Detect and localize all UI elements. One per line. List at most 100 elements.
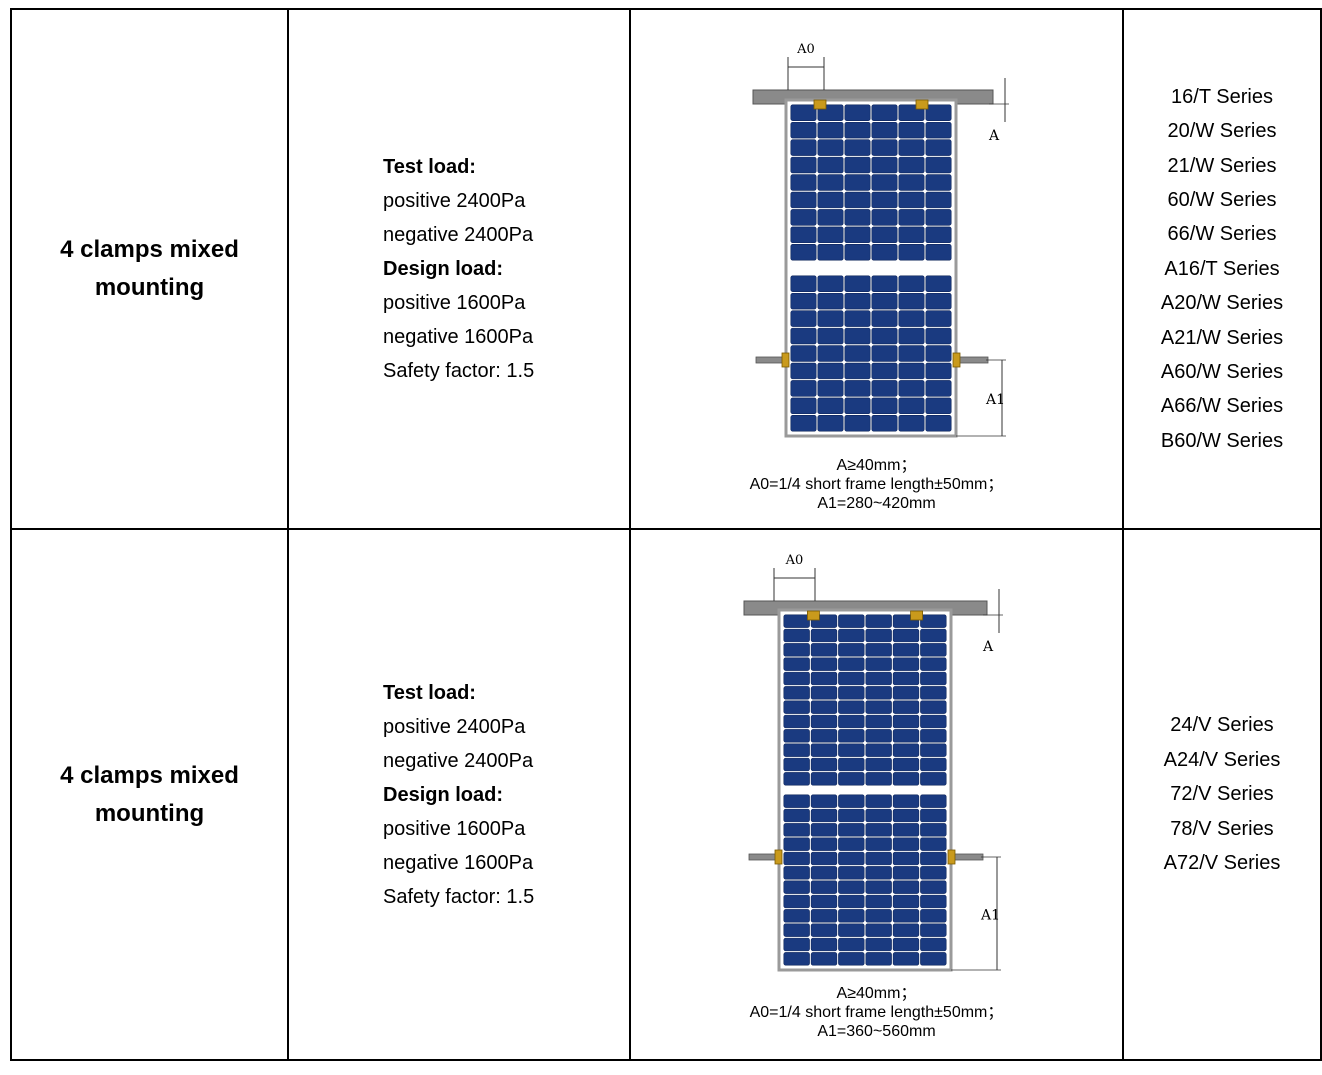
solar-cell [790, 310, 817, 327]
solar-cell [817, 121, 844, 139]
table-row: 4 clamps mixed mounting Test load: posit… [10, 8, 1322, 530]
solar-cell [871, 226, 898, 244]
solar-cell [920, 837, 947, 851]
load-cell: Test load: positive 2400Pa negative 2400… [287, 8, 631, 530]
solar-cell [838, 729, 865, 743]
series-list: 24/V Series A24/V Series 72/V Series 78/V S… [1124, 708, 1320, 880]
solar-cell [790, 397, 817, 415]
dimension-notes: A≥40mm； A0=1/4 short frame length±50mm； … [631, 984, 1122, 1041]
solar-cell [844, 327, 871, 345]
solar-cell [810, 866, 838, 880]
solar-cell [892, 851, 920, 866]
load-cell: Test load: positive 2400Pa negative 2400… [287, 528, 631, 1061]
series-item: 60/W Series [1167, 188, 1277, 211]
solar-cell [810, 657, 838, 671]
solar-cell [920, 923, 947, 937]
solar-cell [810, 937, 838, 952]
solar-cell [892, 686, 920, 700]
solar-cell [817, 415, 844, 432]
solar-cell [838, 743, 865, 757]
solar-cell [838, 794, 865, 808]
mounting-spec-table: 4 clamps mixed mounting Test load: posit… [10, 8, 1322, 1061]
solar-cell [844, 415, 871, 432]
solar-cell [838, 757, 865, 772]
series-item: A72/V Series [1163, 852, 1281, 875]
solar-cell [817, 244, 844, 261]
solar-cell [783, 794, 810, 808]
solar-cell [783, 880, 810, 894]
load-specs: Test load: positive 2400Pa negative 2400… [289, 150, 629, 388]
panel-frame [784, 98, 958, 438]
solar-cell [790, 244, 817, 261]
solar-cell [865, 729, 892, 743]
solar-cell [865, 837, 892, 851]
solar-cell [790, 174, 817, 191]
dimension-a0: A0=1/4 short frame length±50mm； [749, 476, 1004, 493]
solar-cell [817, 226, 844, 244]
solar-cell [817, 139, 844, 156]
solar-cell [925, 121, 952, 139]
solar-cell [898, 292, 925, 310]
solar-cell [871, 209, 898, 226]
a0-label: A0 [796, 42, 815, 57]
solar-cell [810, 628, 838, 643]
solar-cell [865, 866, 892, 880]
solar-cell [925, 310, 952, 327]
dimension-a1: A1=280~420mm [817, 495, 936, 512]
safety-factor: Safety factor: 1.5 [383, 360, 535, 382]
solar-cell [783, 714, 810, 729]
solar-cell [838, 937, 865, 952]
safety-factor: Safety factor: 1.5 [383, 885, 535, 908]
solar-cell [810, 714, 838, 729]
solar-cell [817, 397, 844, 415]
solar-cell [892, 643, 920, 657]
solar-cell [783, 686, 810, 700]
solar-cell [783, 628, 810, 643]
solar-cell [810, 643, 838, 657]
solar-cell [925, 156, 952, 174]
solar-cell [898, 415, 925, 432]
solar-cell [844, 397, 871, 415]
design-load-label: Design load: [383, 258, 504, 280]
solar-cell [810, 808, 838, 823]
solar-cell [892, 794, 920, 808]
clamp-icon [947, 849, 956, 865]
series-item: A66/W Series [1160, 395, 1284, 418]
a1-label: A1 [985, 392, 1005, 408]
solar-cell [925, 292, 952, 310]
solar-cell [892, 823, 920, 837]
test-load-label: Test load: [383, 156, 476, 178]
solar-cell [844, 226, 871, 244]
design-load-negative: negative 1600Pa [383, 326, 534, 348]
table-row: 4 clamps mixed mounting Test load: posit… [10, 528, 1322, 1061]
solar-cell [898, 362, 925, 380]
solar-cell [920, 909, 947, 923]
solar-cell [898, 156, 925, 174]
side-rail-right [955, 356, 989, 364]
solar-cell [898, 121, 925, 139]
solar-cell [925, 327, 952, 345]
solar-cell [920, 894, 947, 909]
solar-cell [871, 362, 898, 380]
solar-cell [844, 380, 871, 397]
solar-cell [817, 275, 844, 292]
solar-cell [783, 808, 810, 823]
solar-cell [920, 823, 947, 837]
solar-cell [920, 729, 947, 743]
solar-cell [817, 362, 844, 380]
test-load-positive: positive 2400Pa [383, 715, 526, 738]
solar-cell [810, 794, 838, 808]
solar-cell [871, 397, 898, 415]
series-item: A21/W Series [1160, 326, 1284, 349]
design-load-label: Design load: [383, 783, 504, 806]
solar-cell [838, 700, 865, 714]
clamp-icon [813, 99, 827, 110]
solar-cell [838, 643, 865, 657]
solar-cell [925, 104, 952, 121]
solar-cell [810, 729, 838, 743]
design-load-negative: negative 1600Pa [383, 851, 534, 874]
solar-cell [844, 209, 871, 226]
solar-cell [810, 823, 838, 837]
solar-cell [783, 952, 810, 966]
solar-cell [865, 743, 892, 757]
